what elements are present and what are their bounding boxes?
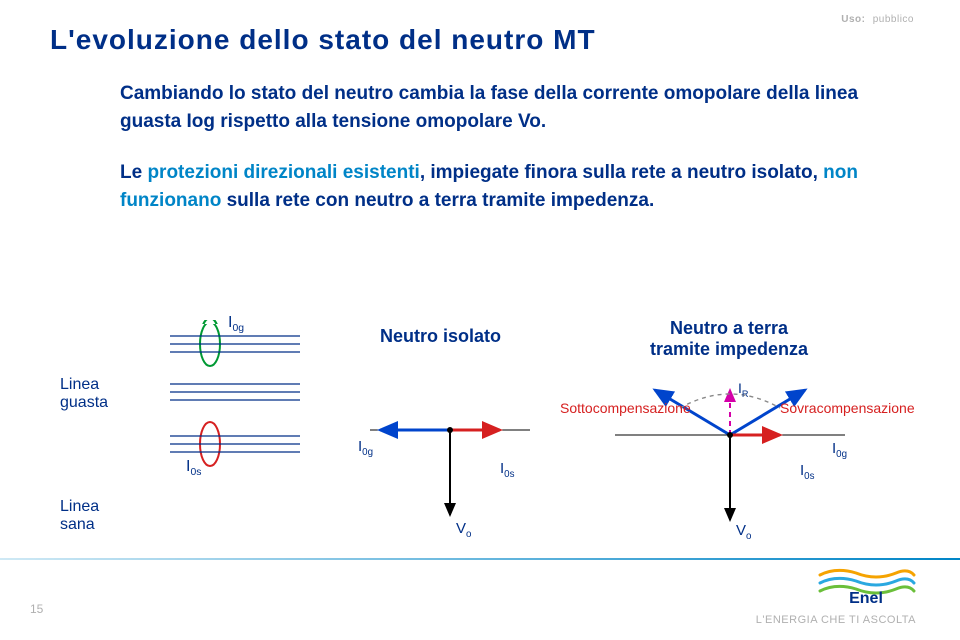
label-Vo-right: Vo: [736, 522, 751, 542]
label-linea-guasta: Linea guasta: [60, 376, 108, 412]
paragraph-2: Le protezioni direzionali esistenti, imp…: [120, 159, 860, 214]
logo-text: Enel: [849, 590, 883, 605]
footer-tagline: L'ENERGIA CHE TI ASCOLTA: [756, 614, 916, 626]
usage-note: Uso: pubblico: [841, 14, 914, 25]
label-sotto: Sottocompensazione: [560, 400, 691, 416]
slide-title: L'evoluzione dello stato del neutro MT: [50, 24, 596, 56]
label-I0g-right: I0g: [832, 440, 847, 460]
phasor-terra: [600, 360, 860, 560]
label-Vo-mid: Vo: [456, 520, 471, 540]
label-sovra: Sovracompensazione: [780, 400, 915, 416]
label-I0g-mid: I0g: [358, 438, 373, 458]
label-linea-sana: Linea sana: [60, 498, 99, 534]
label-IR: IR: [738, 380, 748, 399]
caption-neutro-terra: Neutro a terra tramite impedenza: [650, 318, 808, 360]
phasor-isolato: [350, 360, 550, 550]
uso-label: Uso:: [841, 14, 865, 25]
diagram-area: Neutro isolato Neutro a terra tramite im…: [0, 330, 960, 580]
uso-value: pubblico: [873, 14, 914, 25]
page-number: 15: [30, 602, 43, 616]
label-I0g-left: I0g: [228, 314, 244, 334]
caption-neutro-isolato: Neutro isolato: [380, 326, 501, 347]
label-I0s-mid: I0s: [500, 460, 514, 480]
body-text: Cambiando lo stato del neutro cambia la …: [120, 80, 860, 238]
label-I0s-right: I0s: [800, 462, 814, 482]
paragraph-1: Cambiando lo stato del neutro cambia la …: [120, 80, 860, 135]
enel-logo: Enel: [816, 565, 916, 610]
label-I0s-left: I0s: [186, 458, 201, 478]
footer-divider: [0, 558, 960, 560]
left-lines: [60, 324, 360, 524]
